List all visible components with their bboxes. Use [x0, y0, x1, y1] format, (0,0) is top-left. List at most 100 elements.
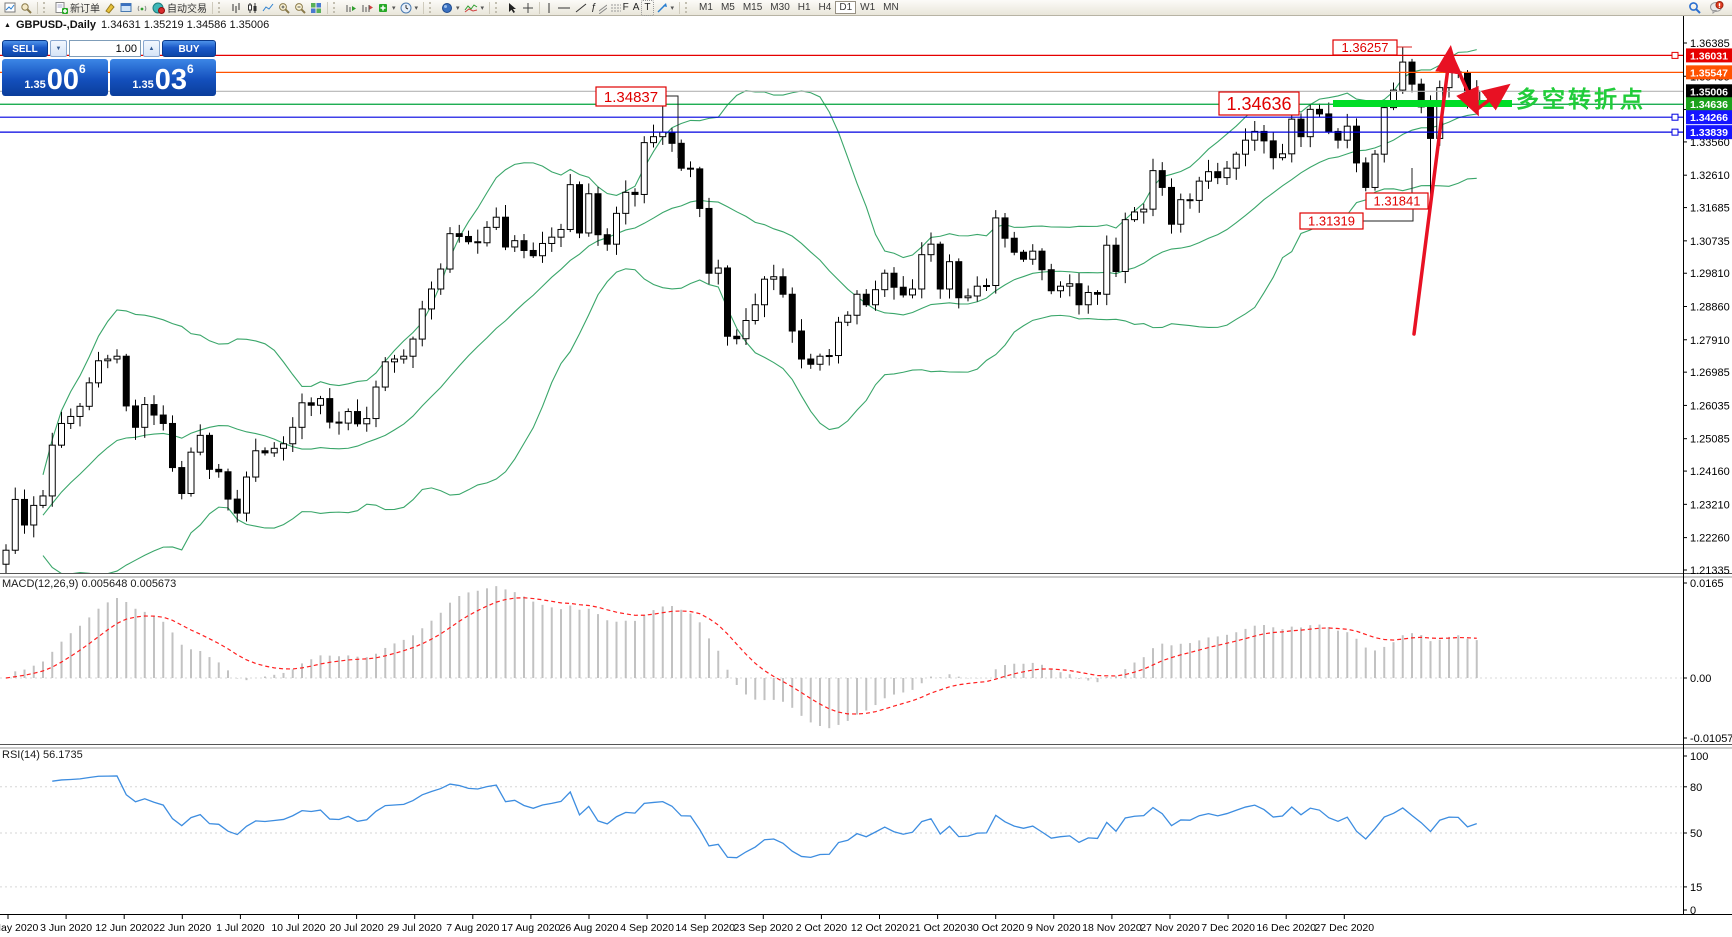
rsi-indicator-label: RSI(14) 56.1735	[2, 749, 83, 761]
price-axis-tick: 1.26035	[1690, 400, 1730, 412]
time-axis-label: 16 Dec 2020	[1256, 922, 1316, 934]
zoom-in-icon[interactable]	[276, 1, 292, 15]
new-order-button[interactable]: 新订单	[53, 1, 102, 15]
styler-icon[interactable]	[102, 1, 118, 15]
search-icon[interactable]	[1686, 1, 1703, 15]
price-annotation-1.31319[interactable]: 1.31319	[1299, 212, 1364, 230]
bid-price-display[interactable]: 1.35 00 6	[2, 59, 108, 96]
candlestick-type-icon[interactable]	[244, 1, 260, 15]
trendline-tool-icon[interactable]	[573, 1, 589, 15]
timeframe-button-h4[interactable]: H4	[818, 2, 832, 13]
time-axis-label: 10 Jul 2020	[271, 922, 325, 934]
price-annotation-1.34636[interactable]: 1.34636	[1218, 91, 1300, 116]
price-axis-tick: 1.31685	[1690, 203, 1730, 215]
sell-button[interactable]: SELL	[2, 40, 48, 57]
timeframe-button-w1[interactable]: W1	[860, 2, 876, 13]
timeframe-button-mn[interactable]: MN	[883, 2, 899, 13]
shapes-tool-icon[interactable]: ▾	[654, 1, 677, 15]
horizontal-line-tool-icon[interactable]	[555, 1, 573, 15]
volume-input[interactable]	[70, 41, 140, 56]
price-badge-1.36031: 1.36031	[1686, 48, 1732, 63]
crosshair-icon[interactable]	[520, 1, 536, 15]
label-tool-icon[interactable]: T	[641, 0, 654, 16]
new-chart-icon[interactable]	[2, 1, 18, 15]
price-axis-tick: 1.36385	[1690, 38, 1730, 50]
timeframe-button-h1[interactable]: H1	[797, 2, 811, 13]
market-watch-icon[interactable]	[118, 1, 134, 15]
price-annotation-1.31841[interactable]: 1.31841	[1365, 192, 1429, 210]
line-handle[interactable]	[1671, 113, 1679, 121]
bar-chart-type-icon[interactable]	[228, 1, 244, 15]
auto-scroll-icon[interactable]	[343, 1, 359, 15]
notifications-icon[interactable]	[1707, 1, 1726, 15]
one-click-trading-panel: SELL ▼ ▲ BUY 1.35 00 6 1.35 03 6	[2, 40, 216, 96]
volume-increase-button[interactable]: ▲	[143, 40, 160, 57]
profiles-icon[interactable]	[18, 1, 34, 15]
macd-signal-line	[5, 597, 1477, 715]
line-chart-type-icon[interactable]	[260, 1, 276, 15]
trend-arrow-segment[interactable]	[1412, 45, 1460, 336]
fibonacci-tool-icon[interactable]: F	[610, 1, 629, 13]
template-icon[interactable]: ▾	[439, 1, 462, 15]
price-annotation-1.36257[interactable]: 1.36257	[1332, 39, 1398, 56]
zoom-out-icon[interactable]	[292, 1, 308, 15]
chart-shift-icon[interactable]	[359, 1, 375, 15]
macd-pane[interactable]	[0, 586, 1683, 729]
trend-arrow-segment[interactable]	[1474, 83, 1511, 112]
price-axis-tick: 1.24160	[1690, 466, 1730, 478]
buy-button[interactable]: BUY	[162, 40, 216, 57]
bollinger-upper[interactable]	[42, 49, 1477, 475]
svg-text:1.34636: 1.34636	[1226, 94, 1291, 114]
vertical-line-tool-icon[interactable]	[543, 1, 555, 15]
svg-text:1.35547: 1.35547	[1690, 67, 1728, 79]
trend-arrow-segment[interactable]	[1448, 50, 1479, 117]
main-price-pane[interactable]: 1.36257 1.34837 1.34636 1.31841 1.31319	[0, 39, 1683, 575]
signal-icon[interactable]	[134, 1, 150, 15]
indicator-list-icon[interactable]: ▾	[462, 1, 487, 15]
bull-bear-turning-point-note[interactable]: 多空转折点	[1516, 86, 1646, 112]
timeframe-group: M1 M5 M15 M30 H1 H4 D1 W1 MN	[695, 1, 903, 14]
macd-histogram	[14, 586, 1478, 729]
ask-price-display[interactable]: 1.35 03 6	[110, 59, 216, 96]
price-axis-tick: 1.22260	[1690, 533, 1730, 545]
window-marker-icon: ▲	[4, 21, 11, 29]
price-axis-tick: 1.28860	[1690, 302, 1730, 314]
period-clock-icon[interactable]: ▾	[398, 1, 421, 15]
bollinger-lower[interactable]	[42, 177, 1477, 575]
svg-text:0: 0	[1690, 905, 1696, 917]
text-tool-icon[interactable]: A	[632, 1, 640, 13]
tile-windows-icon[interactable]	[308, 1, 324, 15]
price-axis[interactable]: 1.363851.354351.344851.335601.326101.316…	[1683, 38, 1732, 577]
time-axis-label: 1 Jul 2020	[216, 922, 265, 934]
time-axis-label: 7 Aug 2020	[446, 922, 499, 934]
timeframe-button-m15[interactable]: M15	[742, 2, 763, 13]
green-band-annotation[interactable]	[1333, 100, 1512, 107]
price-badge-1.35006: 1.35006	[1686, 84, 1732, 99]
autotrade-button[interactable]: 自动交易	[150, 1, 209, 15]
add-indicator-icon[interactable]: ▾	[375, 1, 398, 15]
svg-text:100: 100	[1690, 751, 1708, 763]
rsi-pane[interactable]	[0, 775, 1683, 888]
timeframe-button-m1[interactable]: M1	[699, 2, 713, 13]
timeframe-button-m30[interactable]: M30	[770, 2, 790, 13]
line-handle[interactable]	[1671, 51, 1679, 59]
symbol-period: GBPUSD-,Daily	[15, 19, 97, 31]
channel-tool-icon[interactable]: ƒ	[589, 1, 609, 15]
svg-text:0.0165: 0.0165	[1690, 578, 1724, 590]
price-badge-1.34636: 1.34636	[1686, 97, 1732, 112]
cursor-icon[interactable]	[505, 1, 520, 15]
price-axis-tick: 1.33560	[1690, 137, 1730, 149]
pane-borders	[0, 16, 1732, 915]
timeframe-button-d1[interactable]: D1	[835, 1, 857, 14]
volume-decrease-button[interactable]: ▼	[50, 40, 67, 57]
line-handle[interactable]	[1671, 128, 1679, 136]
macd-indicator-label: MACD(12,26,9) 0.005648 0.005673	[2, 578, 177, 590]
time-axis-label: 20 Jul 2020	[329, 922, 383, 934]
annotation-connector-1	[666, 95, 679, 158]
timeframe-button-m5[interactable]: M5	[720, 2, 735, 13]
price-annotation-1.34837[interactable]: 1.34837	[595, 86, 667, 107]
svg-text:1.31319: 1.31319	[1308, 214, 1355, 229]
bollinger-middle[interactable]	[42, 113, 1477, 516]
